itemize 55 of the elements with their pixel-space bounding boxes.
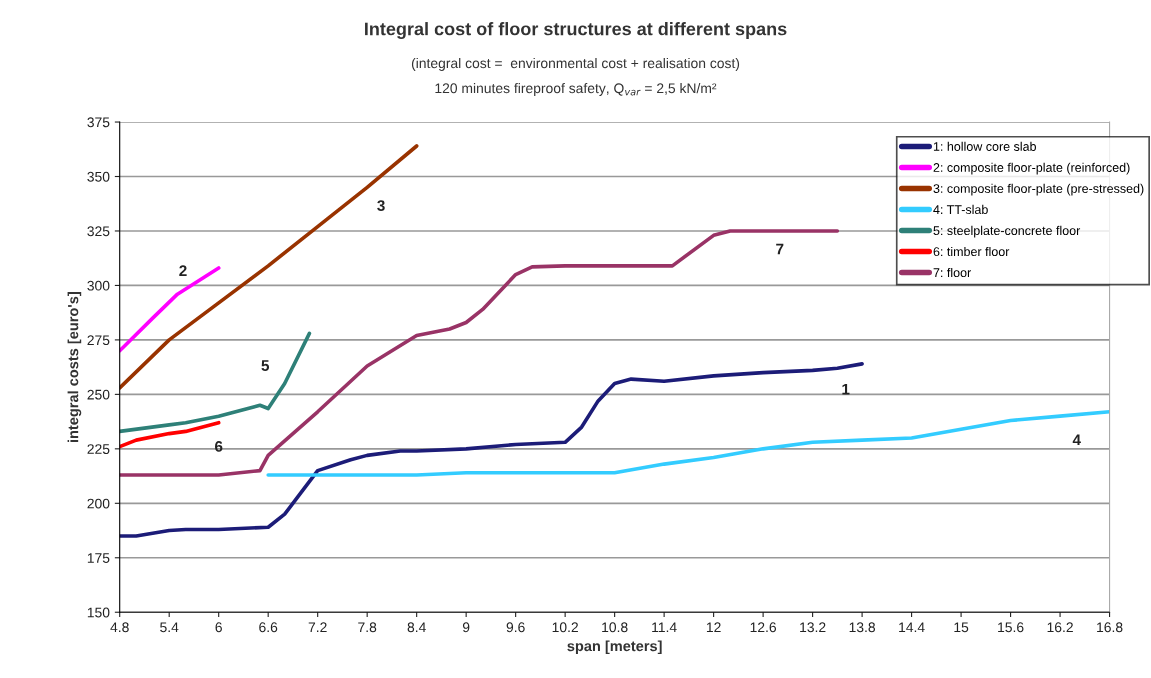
legend-label: 3: composite floor-plate (pre-stressed) xyxy=(933,183,1144,196)
x-axis-title: span [meters] xyxy=(567,640,662,655)
chart-subtitle: (integral cost = environmental cost + realisation cost) 120 minutes fireproof safety, Q$_{var}$ = 2,5 kN/m² xyxy=(411,57,740,96)
legend-label: 6: timber floor xyxy=(933,246,1010,257)
y-tick-label: 225 xyxy=(87,444,110,455)
x-tick-label: 13.8 xyxy=(849,622,876,633)
y-tick-label: 275 xyxy=(87,335,110,346)
x-tick-label: 15 xyxy=(954,622,969,633)
y-tick-label: 175 xyxy=(87,553,110,563)
x-tick-label: 11.4 xyxy=(652,622,677,633)
x-tick-label: 14.4 xyxy=(899,622,925,633)
y-tick-label: 375 xyxy=(87,117,110,128)
annotation: 4 xyxy=(1072,434,1081,446)
x-tick-label: 6 xyxy=(215,622,222,633)
line-series xyxy=(119,144,419,390)
annotation: 5 xyxy=(261,360,270,371)
y-tick-label: 350 xyxy=(87,171,110,182)
legend-label: 5: steelplate-concrete floor xyxy=(933,225,1081,238)
x-tick-label: 9 xyxy=(462,622,470,633)
legend-label: 1: hollow core slab xyxy=(933,141,1036,151)
x-tick-label: 8.4 xyxy=(407,622,426,633)
legend-label: 7: floor xyxy=(933,267,971,278)
y-axis-title: integral costs [euro's] xyxy=(67,292,82,442)
legend-label: 4: TT-slab xyxy=(933,204,988,215)
annotation: 6 xyxy=(215,440,223,452)
annotation: 2 xyxy=(179,265,187,276)
x-tick-label: 15.6 xyxy=(998,622,1024,633)
x-tick-label: 12.6 xyxy=(750,622,777,633)
y-tick-label: 150 xyxy=(87,607,110,618)
x-tick-label: 6.6 xyxy=(259,622,278,633)
x-tick-label: 12 xyxy=(706,622,721,633)
chart-title: Integral cost of floor structures at different spans xyxy=(365,22,787,39)
x-tick-label: 5.4 xyxy=(160,622,179,633)
x-tick-label: 13.2 xyxy=(800,622,826,633)
x-tick-label: 10.2 xyxy=(552,622,578,633)
x-tick-label: 16.8 xyxy=(1097,622,1123,633)
annotation: 3 xyxy=(377,200,385,211)
annotation: 7 xyxy=(776,243,784,255)
line-series xyxy=(119,229,840,477)
x-tick-label: 4.8 xyxy=(110,622,129,633)
x-tick-label: 9.6 xyxy=(506,622,525,633)
line-series xyxy=(266,409,1110,477)
y-tick-label: 300 xyxy=(87,280,110,291)
x-tick-label: 7.2 xyxy=(308,622,327,633)
legend-label: 2: composite floor-plate (reinforced) xyxy=(933,162,1130,175)
line-series xyxy=(119,331,312,434)
x-tick-label: 10.8 xyxy=(602,622,628,633)
y-tick-label: 200 xyxy=(87,498,110,509)
x-tick-label: 7.8 xyxy=(358,622,377,633)
x-tick-label: 16.2 xyxy=(1047,622,1073,633)
y-tick-label: 250 xyxy=(87,389,110,400)
y-tick-label: 325 xyxy=(87,226,110,237)
annotation: 1 xyxy=(842,383,850,395)
line-series xyxy=(119,266,221,353)
line-series xyxy=(119,362,864,538)
